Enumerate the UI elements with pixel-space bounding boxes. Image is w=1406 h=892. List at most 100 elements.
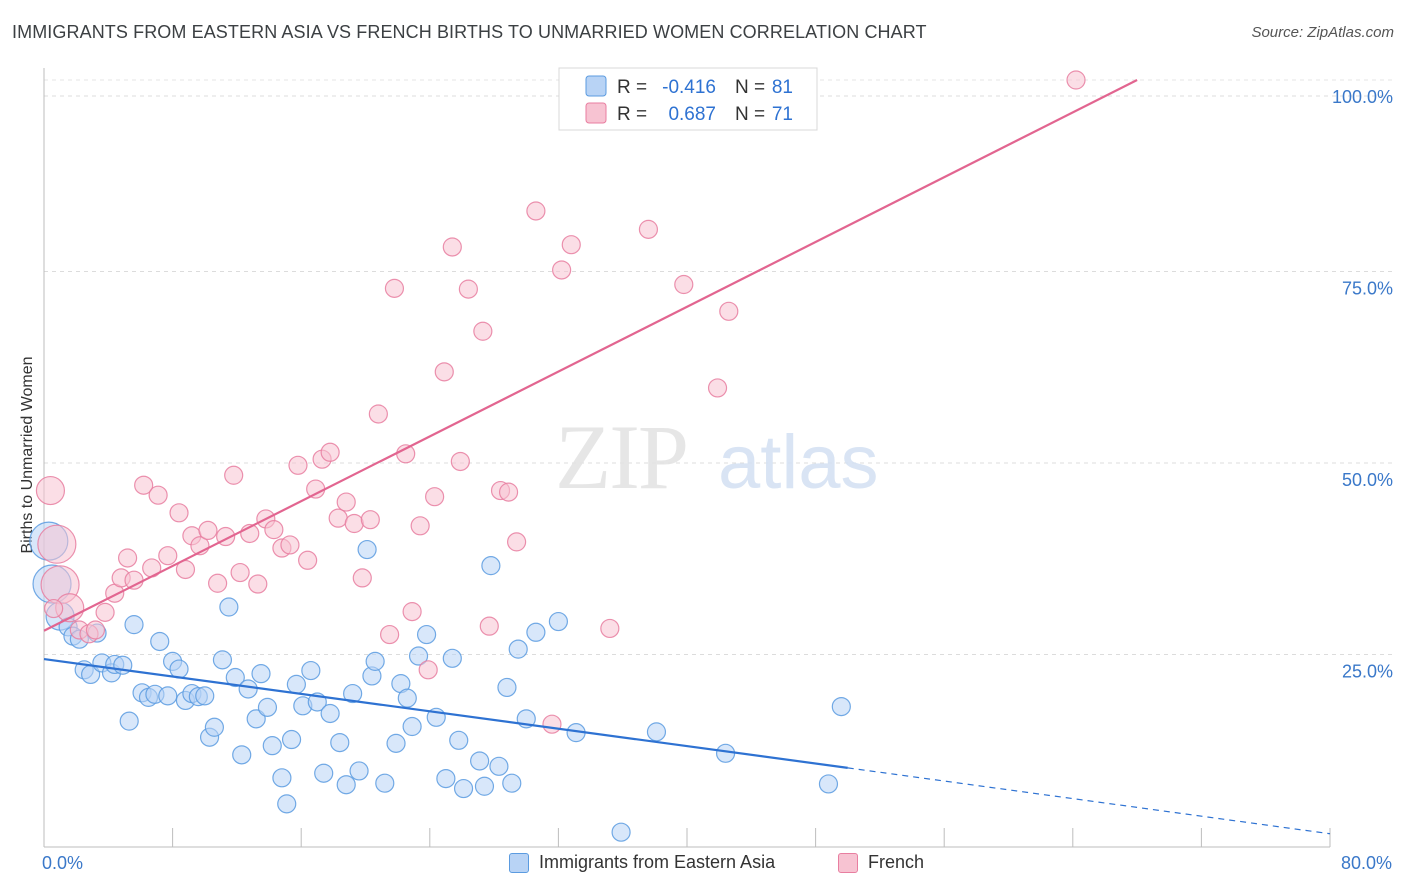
point-french xyxy=(1066,70,1086,90)
point-french xyxy=(442,237,462,257)
x-tick-label-max: 80.0% xyxy=(1340,853,1392,873)
stats-swatch-pink xyxy=(585,102,607,124)
trend-line-eastern-asia-extrapolated xyxy=(847,767,1331,835)
point-eastern-asia xyxy=(330,732,350,753)
point-french xyxy=(117,548,138,568)
point-eastern-asia xyxy=(436,768,456,789)
point-french xyxy=(248,574,268,594)
point-eastern-asia xyxy=(408,646,429,666)
point-eastern-asia xyxy=(497,677,517,698)
point-eastern-asia xyxy=(502,773,522,793)
point-eastern-asia xyxy=(257,697,278,717)
point-eastern-asia xyxy=(251,664,271,684)
point-french xyxy=(320,442,340,462)
point-french xyxy=(169,503,189,523)
point-french xyxy=(230,562,250,583)
stats-n-label-blue: N = xyxy=(735,77,765,98)
point-french xyxy=(224,465,244,485)
point-eastern-asia xyxy=(349,761,369,781)
point-french xyxy=(328,508,348,528)
point-french xyxy=(473,321,493,341)
point-eastern-asia xyxy=(715,743,736,763)
legend-swatch-pink xyxy=(838,852,858,873)
point-eastern-asia xyxy=(357,539,377,560)
point-eastern-asia xyxy=(416,624,437,645)
bottom-legend: Immigrants from Eastern Asia French xyxy=(0,852,1406,876)
stats-r-label-pink: R = xyxy=(617,104,647,125)
point-french xyxy=(35,475,66,506)
point-french xyxy=(674,274,694,295)
stats-n-value-blue: 81 xyxy=(772,77,793,98)
legend-item-french[interactable]: French xyxy=(838,852,924,873)
point-eastern-asia xyxy=(442,648,462,668)
point-eastern-asia xyxy=(219,597,239,617)
point-french xyxy=(384,278,405,298)
point-eastern-asia xyxy=(489,756,509,776)
point-eastern-asia xyxy=(453,778,474,799)
point-eastern-asia xyxy=(818,774,839,794)
y-tick-label: 75.0% xyxy=(1342,279,1393,299)
point-eastern-asia xyxy=(548,611,569,632)
stats-n-label-pink: N = xyxy=(735,104,765,125)
legend-item-eastern-asia[interactable]: Immigrants from Eastern Asia xyxy=(509,852,775,873)
point-french xyxy=(306,479,326,499)
point-french xyxy=(458,279,478,299)
point-french xyxy=(298,550,318,570)
point-eastern-asia xyxy=(195,686,215,706)
point-eastern-asia xyxy=(158,686,178,706)
point-french xyxy=(198,520,218,541)
chart-title: IMMIGRANTS FROM EASTERN ASIA VS FRENCH B… xyxy=(12,22,927,42)
point-french xyxy=(134,475,154,495)
point-french xyxy=(344,513,364,534)
trend-line-eastern-asia xyxy=(43,658,848,769)
point-french xyxy=(37,524,77,564)
axes xyxy=(43,68,1331,848)
point-eastern-asia xyxy=(402,716,422,737)
point-eastern-asia xyxy=(449,730,469,750)
point-eastern-asia xyxy=(397,688,417,708)
point-french xyxy=(158,546,178,566)
point-french xyxy=(336,492,356,512)
point-french xyxy=(402,602,422,622)
point-french xyxy=(552,260,572,280)
point-eastern-asia xyxy=(238,679,258,699)
point-french xyxy=(450,451,470,472)
point-eastern-asia xyxy=(320,703,340,724)
point-french xyxy=(542,714,562,734)
stats-swatch-blue xyxy=(585,75,607,97)
point-french xyxy=(425,487,445,507)
point-eastern-asia xyxy=(481,556,501,576)
trend-line-french xyxy=(43,79,1138,632)
series-french-points xyxy=(35,70,1086,734)
point-eastern-asia xyxy=(286,674,306,694)
point-french xyxy=(288,455,308,475)
y-tick-label: 100.0% xyxy=(1332,87,1393,107)
point-eastern-asia xyxy=(262,736,282,756)
source-credit: Source: ZipAtlas.com xyxy=(1251,24,1394,41)
point-eastern-asia xyxy=(375,773,395,793)
point-french xyxy=(44,598,64,619)
point-french xyxy=(280,535,300,555)
point-eastern-asia xyxy=(474,776,495,796)
point-french xyxy=(264,520,284,540)
trend-lines xyxy=(43,79,1331,835)
legend-swatch-blue xyxy=(509,852,529,873)
point-eastern-asia xyxy=(386,733,406,753)
point-eastern-asia xyxy=(124,615,144,635)
stats-legend: R = -0.416 N = 81 R = 0.687 N = 71 xyxy=(558,67,818,131)
point-eastern-asia xyxy=(246,709,266,729)
point-french xyxy=(498,482,519,502)
point-french xyxy=(95,602,115,622)
watermark: ZIP atlas xyxy=(555,406,879,508)
point-french xyxy=(638,219,659,239)
point-french xyxy=(208,573,228,593)
point-eastern-asia xyxy=(611,822,631,842)
point-eastern-asia xyxy=(281,729,302,750)
stats-r-value-blue: -0.416 xyxy=(662,77,716,98)
y-tick-label: 50.0% xyxy=(1342,470,1393,490)
point-french xyxy=(410,516,430,536)
watermark-atlas: atlas xyxy=(718,420,879,505)
point-french xyxy=(418,660,438,680)
point-eastern-asia xyxy=(225,667,245,688)
